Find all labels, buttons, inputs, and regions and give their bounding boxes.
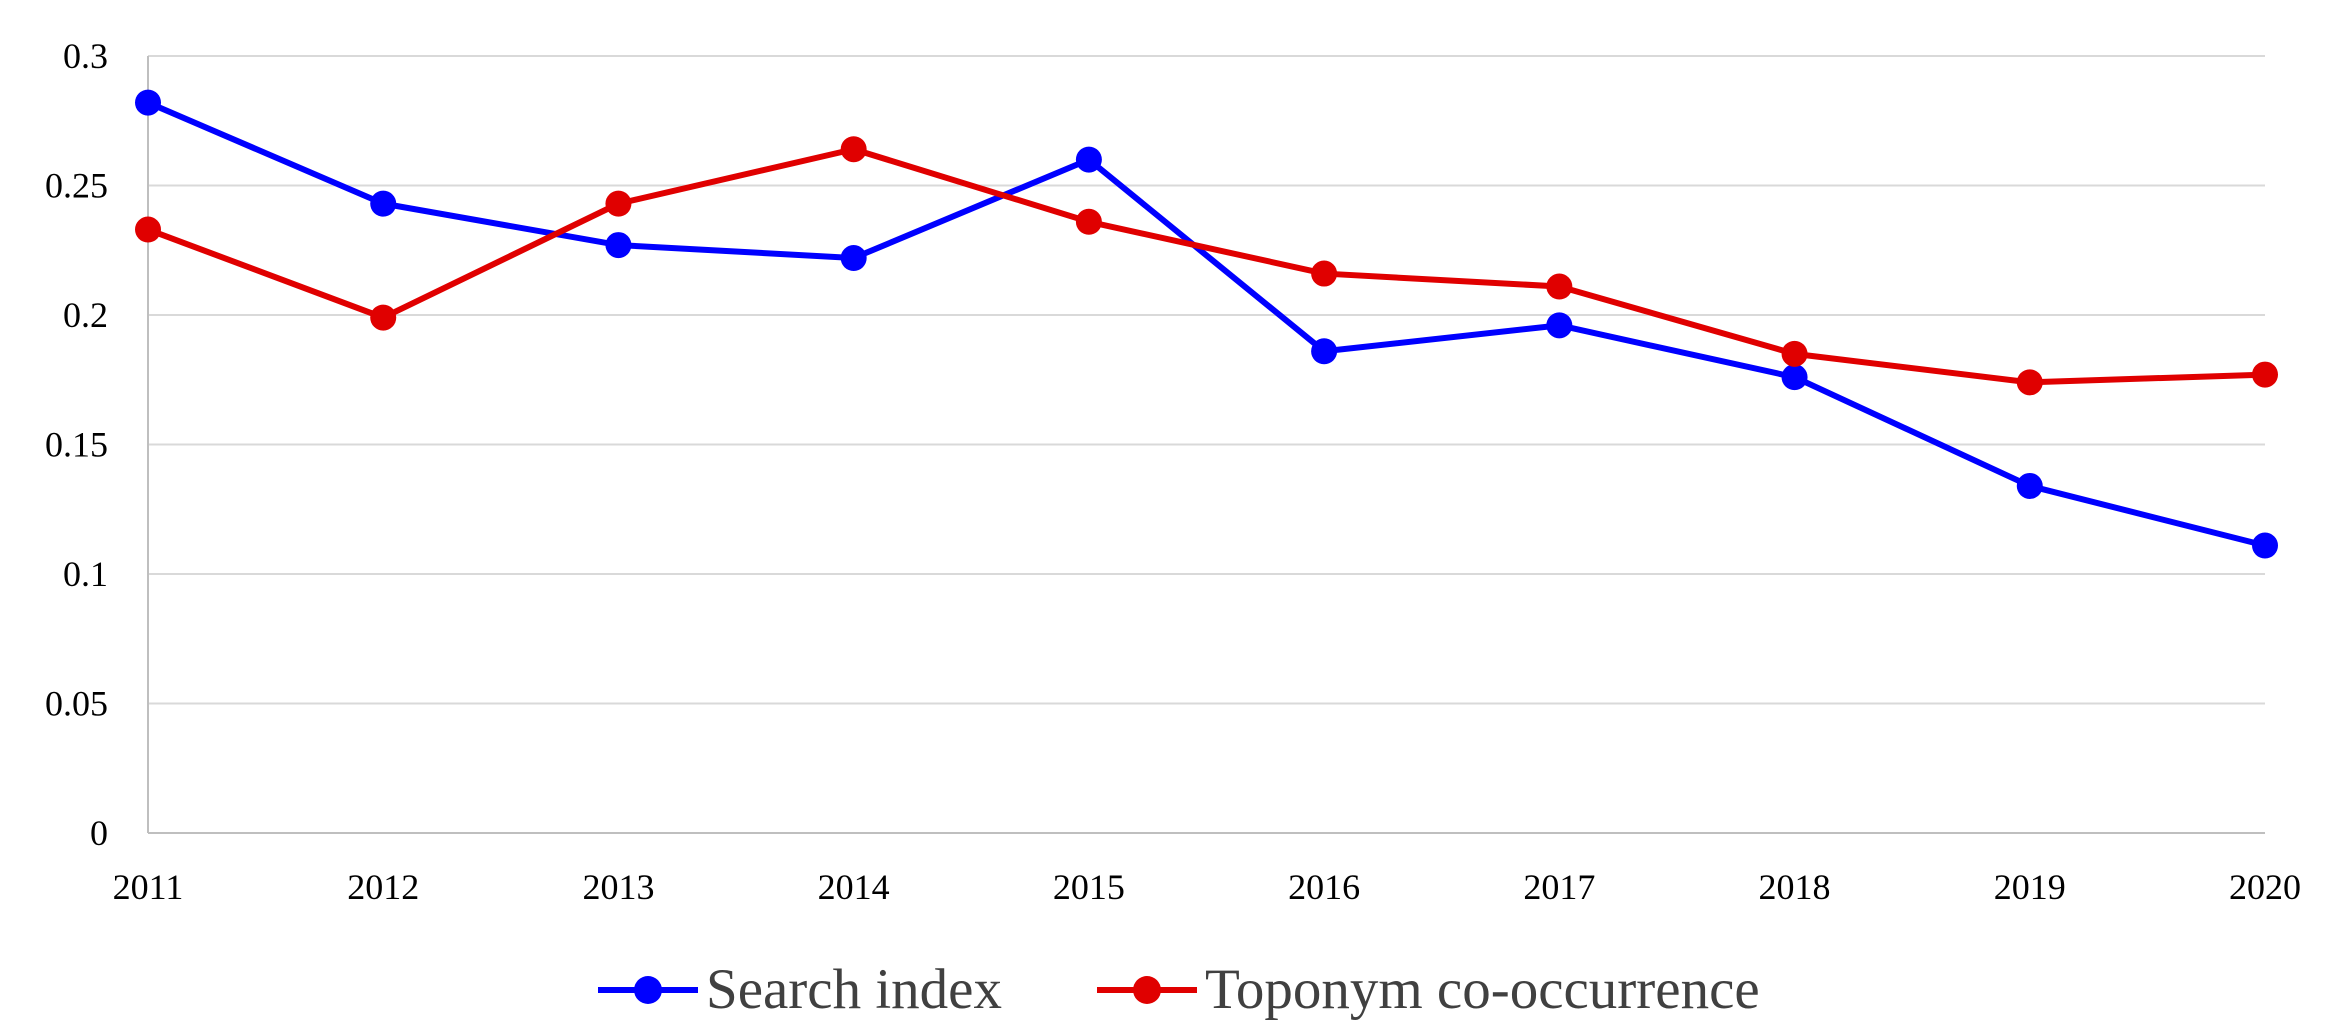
gridlines — [148, 55, 2265, 705]
x-tick-label: 2014 — [818, 867, 890, 907]
data-point — [1075, 208, 1102, 235]
data-point — [135, 89, 161, 116]
data-point — [1546, 312, 1573, 339]
data-point — [2252, 532, 2278, 559]
data-point — [2252, 361, 2278, 388]
data-point — [2016, 369, 2043, 396]
y-tick-label: 0.05 — [45, 684, 108, 724]
y-tick-label: 0.1 — [63, 554, 108, 594]
x-tick-label: 2016 — [1288, 867, 1360, 907]
data-point — [1781, 364, 1808, 391]
legend-marker — [1133, 976, 1161, 1004]
y-tick-label: 0.25 — [45, 166, 108, 206]
data-point — [1075, 146, 1102, 173]
y-tick-label: 0.3 — [63, 36, 108, 76]
data-point — [370, 304, 397, 331]
x-tick-label: 2019 — [1994, 867, 2066, 907]
data-point — [840, 136, 867, 163]
axes — [147, 56, 2265, 834]
y-tick-label: 0.15 — [45, 425, 108, 465]
legend-item: Search index — [598, 958, 1002, 1021]
legend-item: Toponym co-occurrence — [1097, 958, 1760, 1021]
x-tick-label: 2020 — [2229, 867, 2301, 907]
x-tick-label: 2017 — [1523, 867, 1595, 907]
y-tick-label: 0.2 — [63, 295, 108, 335]
legend-label: Toponym co-occurrence — [1205, 958, 1760, 1021]
data-point — [1311, 260, 1338, 287]
data-point — [135, 216, 161, 243]
y-tick-labels: 0 0.05 0.1 0.15 0.2 0.25 0.3 — [45, 36, 108, 853]
x-tick-label: 2018 — [1759, 867, 1831, 907]
x-tick-label: 2012 — [347, 867, 419, 907]
series-line — [146, 146, 2266, 386]
data-point — [370, 190, 397, 217]
legend-label: Search index — [706, 958, 1002, 1021]
legend-marker — [634, 976, 662, 1004]
data-point — [605, 232, 632, 259]
data-point — [1546, 273, 1573, 300]
x-tick-label: 2011 — [113, 867, 184, 907]
series-2 — [135, 136, 2278, 396]
data-point — [1311, 338, 1338, 365]
y-tick-label: 0 — [90, 813, 108, 853]
data-point — [605, 190, 632, 217]
x-tick-label: 2013 — [582, 867, 654, 907]
x-tick-labels: 2011 2012 2013 2014 2015 2016 2017 2018 2019 2020 — [113, 867, 2301, 907]
data-point — [840, 245, 867, 272]
legend: Search index Toponym co-occurrence — [598, 958, 1760, 1021]
data-point — [1781, 340, 1808, 367]
series-layer — [135, 89, 2278, 559]
series-1 — [135, 89, 2278, 559]
series-line — [146, 99, 2266, 549]
x-tick-label: 2015 — [1053, 867, 1125, 907]
data-point — [2016, 472, 2043, 499]
